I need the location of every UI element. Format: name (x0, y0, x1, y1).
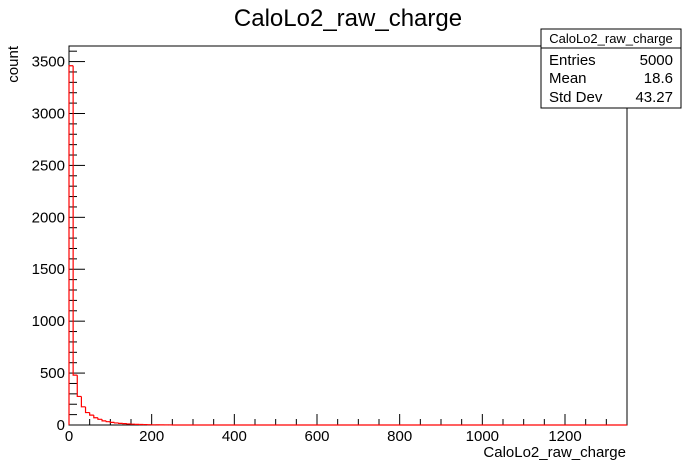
stats-box-border (540, 28, 682, 109)
x-axis-label: CaloLo2_raw_charge (483, 444, 626, 461)
stats-box: CaloLo2_raw_charge Entries 5000 Mean 18.… (540, 28, 682, 109)
x-tick-label: 400 (222, 428, 247, 445)
stats-stddev-value: 43.27 (635, 89, 673, 106)
histogram-bin (101, 419, 107, 422)
histogram-bins (68, 65, 627, 426)
y-tick-label: 2500 (32, 157, 65, 174)
x-tick-label: 200 (139, 428, 164, 445)
x-tick-label: 0 (65, 428, 73, 445)
stats-mean-value: 18.6 (644, 70, 673, 87)
y-tick-label: 0 (57, 417, 65, 434)
histogram-bin (97, 417, 103, 420)
histogram-bin (105, 420, 111, 423)
x-tick-label: 1200 (548, 428, 581, 445)
stats-entries-label: Entries (549, 52, 596, 69)
stats-mean-label: Mean (549, 70, 587, 87)
histogram-bin (76, 375, 82, 398)
histogram-bin (84, 406, 90, 414)
y-axis-ticks (69, 50, 85, 426)
x-axis-ticks (68, 414, 628, 425)
x-tick-label: 1000 (466, 428, 499, 445)
y-axis-label: count (5, 45, 22, 83)
histogram-bin (72, 65, 78, 376)
y-tick-label: 3500 (32, 54, 65, 71)
y-tick-label: 2000 (32, 209, 65, 226)
histogram-bin (109, 421, 115, 424)
stats-entries-value: 5000 (640, 52, 673, 69)
y-axis-tick-labels: 0 500 1000 1500 2000 2500 3000 3500 (32, 54, 65, 434)
chart-title: CaloLo2_raw_charge (234, 5, 462, 32)
y-tick-label: 3000 (32, 105, 65, 122)
y-tick-label: 1000 (32, 313, 65, 330)
histogram-bin (68, 65, 74, 425)
y-tick-label: 500 (40, 365, 65, 382)
y-tick-label: 1500 (32, 261, 65, 278)
stats-title: CaloLo2_raw_charge (549, 31, 673, 46)
x-axis-tick-labels: 0 200 400 600 800 1000 1200 (65, 428, 582, 445)
x-tick-label: 600 (304, 428, 329, 445)
histogram-bin (113, 422, 119, 424)
histogram-bin (93, 415, 98, 419)
histogram-bin (89, 412, 94, 416)
x-tick-label: 800 (387, 428, 412, 445)
stats-stddev-label: Std Dev (549, 89, 603, 106)
histogram-bin (80, 396, 86, 408)
